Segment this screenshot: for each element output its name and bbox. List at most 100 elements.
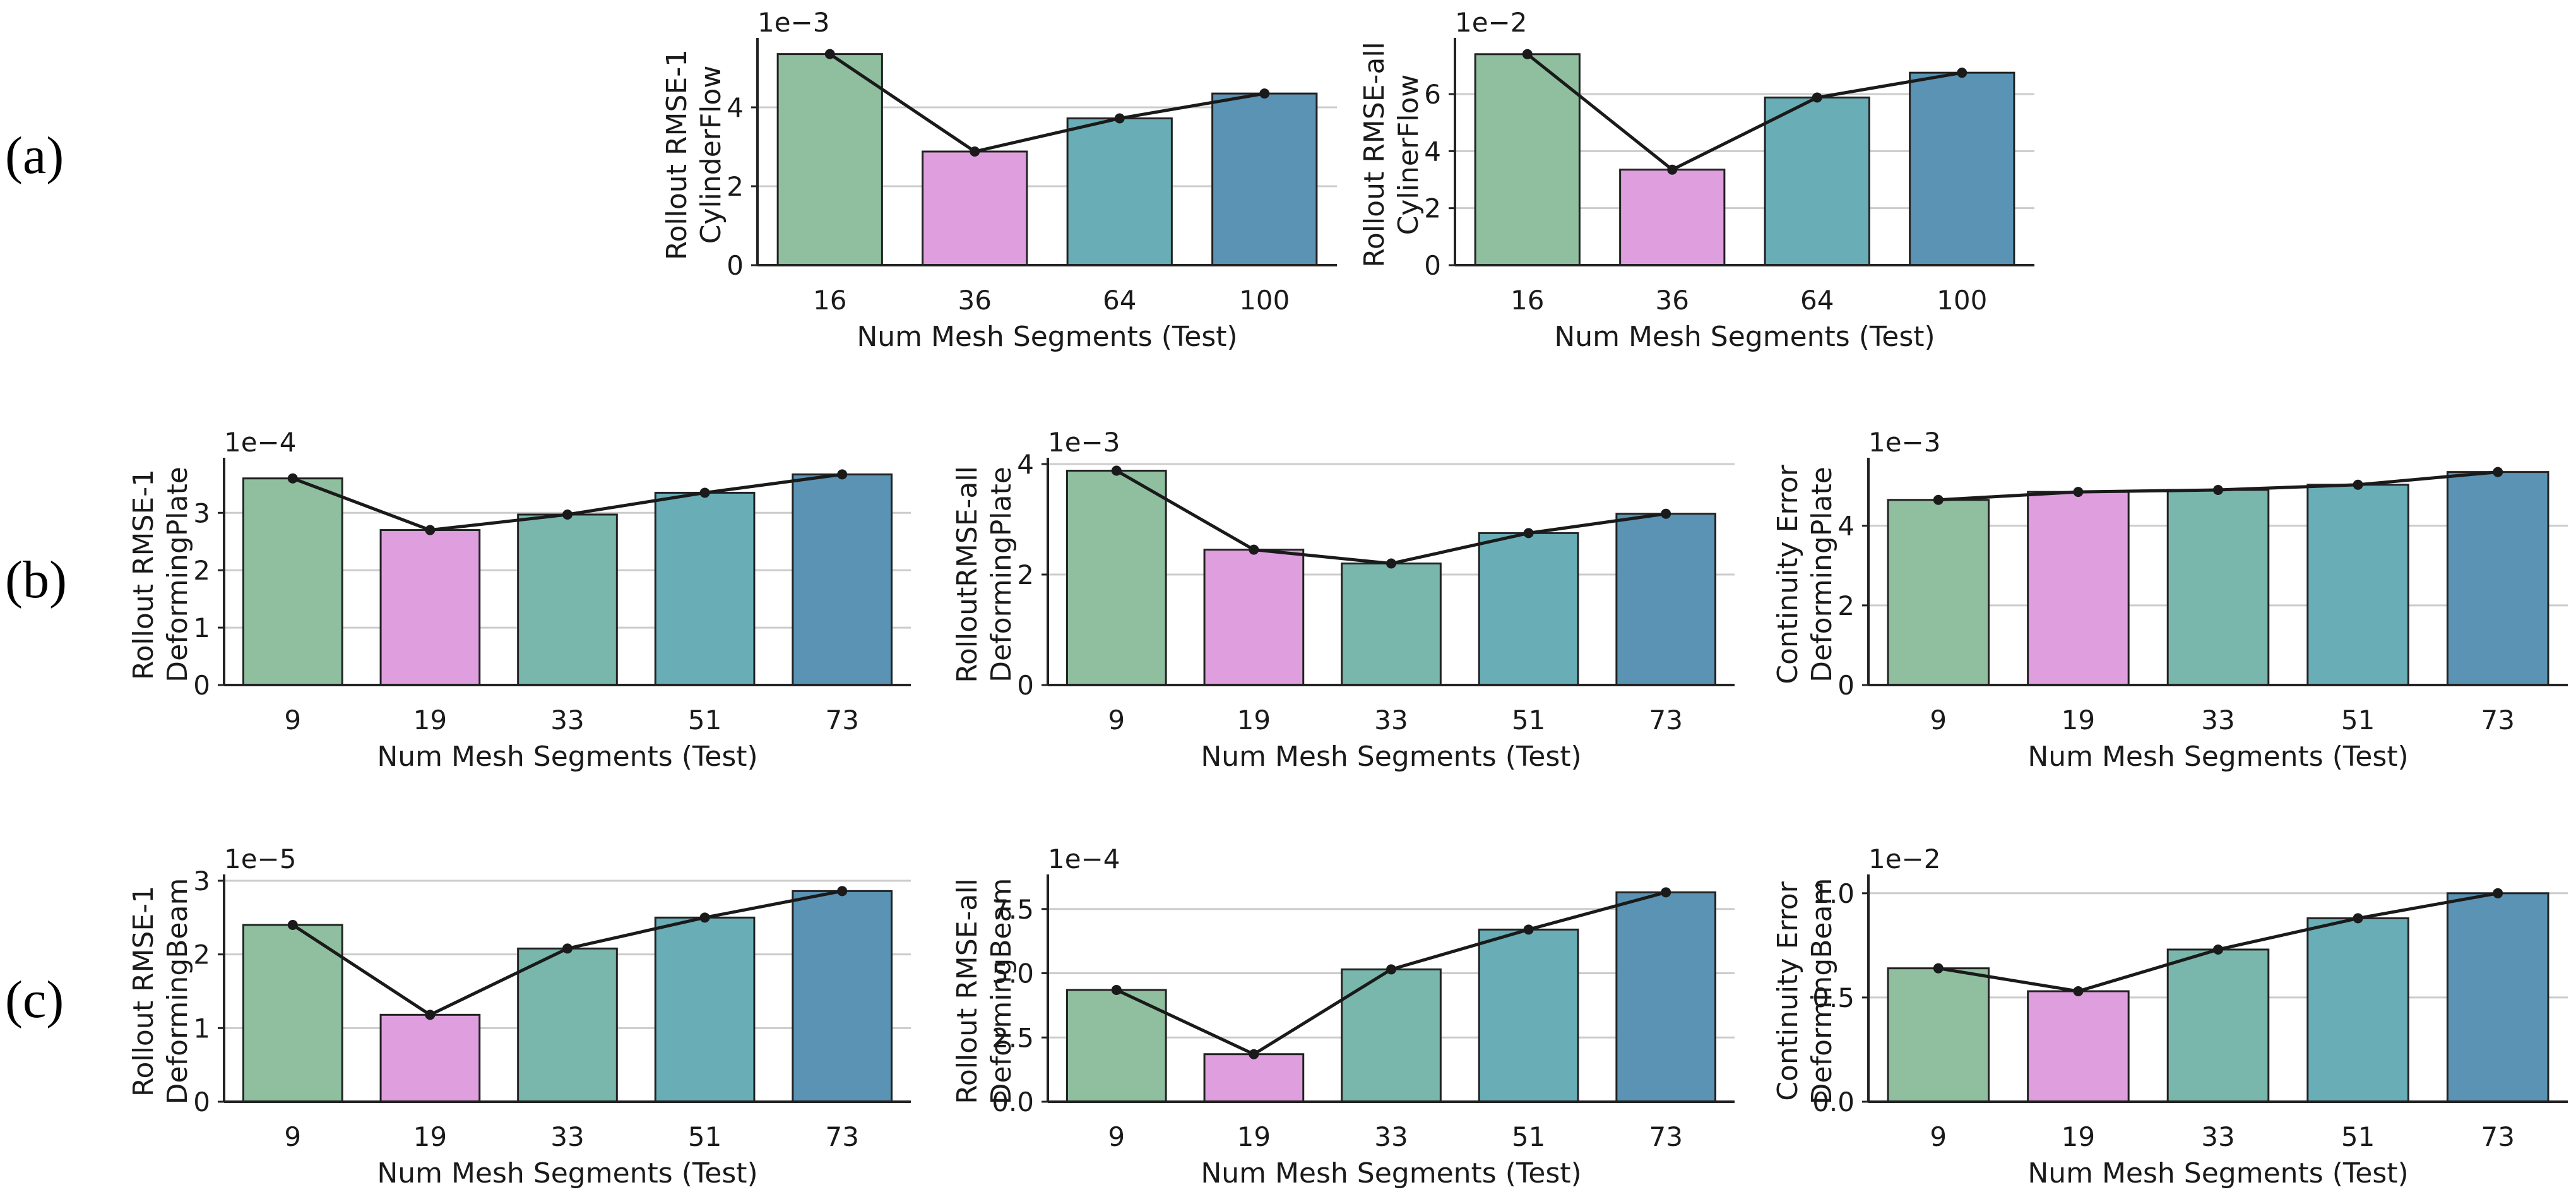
trend-point-36 xyxy=(970,146,980,157)
trend-point-9 xyxy=(1933,494,1944,505)
row-label-b: (b) xyxy=(5,551,67,609)
x-axis-label: Num Mesh Segments (Test) xyxy=(2027,1157,2408,1189)
y-axis-label-line: Rollout RMSE-all xyxy=(951,878,983,1104)
bar-51 xyxy=(654,916,756,1103)
y-tick-label: 0 xyxy=(1017,670,1034,701)
x-tick-label: 73 xyxy=(2481,705,2514,736)
trend-point-9 xyxy=(287,473,298,484)
bar-9 xyxy=(1887,967,1990,1103)
y-axis-label: Rollout RMSE-1 CylinderFlow xyxy=(661,49,727,260)
x-tick-label: 16 xyxy=(813,285,846,316)
y-axis-label-line: CylinderFlow xyxy=(695,66,727,244)
x-tick-label: 64 xyxy=(1800,285,1834,316)
trend-point-51 xyxy=(699,912,710,923)
trend-line xyxy=(1115,469,1666,566)
x-tick-label: 9 xyxy=(284,1121,301,1152)
y-tick-label: 0.0 xyxy=(1812,1087,1855,1118)
trend-point-9 xyxy=(1111,465,1122,476)
x-axis-label: Num Mesh Segments (Test) xyxy=(857,321,1237,353)
trend-point-19 xyxy=(425,525,436,535)
trend-point-33 xyxy=(2213,484,2223,495)
x-tick-label: 9 xyxy=(1930,705,1947,736)
x-tick-label: 73 xyxy=(825,705,858,736)
y-tick-label: 5.0 xyxy=(992,958,1034,989)
row-label-c: (c) xyxy=(5,970,64,1029)
trend-point-36 xyxy=(1667,164,1678,175)
y-tick-label: 7.5 xyxy=(992,894,1034,925)
scale-multiplier: 1e−3 xyxy=(1868,427,1940,458)
x-axis-label: Num Mesh Segments (Test) xyxy=(2027,741,2408,773)
bar-73 xyxy=(792,890,893,1103)
bar-51 xyxy=(1478,928,1579,1103)
bar-33 xyxy=(517,947,618,1103)
y-axis-label: Rollout RMSE-1 DeformingBeam xyxy=(128,878,194,1105)
trend-point-33 xyxy=(562,510,573,520)
bar-33 xyxy=(2166,489,2270,686)
trend-point-19 xyxy=(1249,544,1259,555)
trend-point-33 xyxy=(562,943,573,954)
bar-73 xyxy=(1615,891,1717,1103)
y-axis-label: RolloutRMSE-all DeformingPlate xyxy=(951,466,1018,683)
y-axis-label-line: DeformingBeam xyxy=(1806,878,1838,1105)
trend-point-73 xyxy=(2493,888,2503,898)
trend-point-64 xyxy=(1812,92,1822,103)
y-axis-label-line: Rollout RMSE-1 xyxy=(128,886,160,1097)
y-tick-label: 0 xyxy=(727,250,744,281)
y-tick-label: 0 xyxy=(1424,250,1441,281)
x-tick-label: 16 xyxy=(1511,285,1544,316)
x-axis-label: Num Mesh Segments (Test) xyxy=(377,1157,757,1189)
x-tick-label: 33 xyxy=(2201,705,2235,736)
x-tick-label: 100 xyxy=(1239,285,1290,316)
trend-point-9 xyxy=(287,920,298,930)
bar-36 xyxy=(922,150,1028,266)
bar-51 xyxy=(2306,484,2409,686)
x-tick-label: 36 xyxy=(1656,285,1689,316)
y-axis-label: Rollout RMSE-1 DeformingPlate xyxy=(128,467,194,682)
bar-9 xyxy=(242,924,343,1103)
trend-point-100 xyxy=(1957,68,1968,78)
y-tick-label: 1.0 xyxy=(1812,878,1855,909)
y-tick-label: 1 xyxy=(193,1013,210,1044)
trend-line xyxy=(829,52,1265,153)
trend-point-19 xyxy=(425,1010,436,1020)
scale-multiplier: 1e−3 xyxy=(1048,427,1120,458)
trend-point-73 xyxy=(2493,467,2503,477)
x-tick-label: 73 xyxy=(1649,1121,1682,1152)
x-tick-label: 36 xyxy=(958,285,992,316)
trend-point-51 xyxy=(1523,924,1534,935)
y-tick-label: 0 xyxy=(193,670,210,701)
y-axis-label-line: Rollout RMSE-1 xyxy=(128,469,160,680)
trend-point-73 xyxy=(837,469,848,480)
y-tick-label: 2 xyxy=(1837,590,1855,621)
trend-point-19 xyxy=(2073,986,2084,996)
x-tick-label: 51 xyxy=(688,1121,721,1152)
bar-100 xyxy=(1909,71,2015,266)
trend-point-51 xyxy=(2353,479,2363,490)
y-axis-label-line: DeformingBeam xyxy=(162,878,194,1105)
chart-b3-deformingplate-continuity: 0 2 4 9 19 33 51 73 Num Mesh Segments (Test) 1e−3… xyxy=(1772,427,2568,773)
y-tick-label: 2.5 xyxy=(992,1022,1034,1053)
trend-point-33 xyxy=(1386,964,1396,975)
x-tick-label: 33 xyxy=(1374,1121,1408,1152)
y-tick-label: 1 xyxy=(193,612,210,643)
y-axis-label-line: DeformingBeam xyxy=(985,878,1018,1105)
y-tick-label: 2 xyxy=(1424,193,1441,224)
x-tick-label: 100 xyxy=(1937,285,1987,316)
scale-multiplier: 1e−2 xyxy=(1868,843,1940,874)
trend-point-9 xyxy=(1933,963,1944,974)
x-tick-label: 51 xyxy=(2341,705,2375,736)
y-tick-label: 3 xyxy=(193,866,210,897)
x-axis-label: Num Mesh Segments (Test) xyxy=(1201,1157,1581,1189)
chart-b2-deformingplate-rmseall: 0 2 4 9 19 33 51 73 Num Mesh Segments (Test) 1e−3… xyxy=(951,427,1735,773)
trend-point-51 xyxy=(2353,913,2363,924)
bar-73 xyxy=(792,473,893,686)
bar-36 xyxy=(1619,169,1726,266)
y-axis-label: Rollout RMSE-all DeformingBeam xyxy=(951,878,1018,1105)
bar-9 xyxy=(1065,470,1167,686)
bar-19 xyxy=(379,1013,481,1103)
y-tick-label: 4 xyxy=(1017,449,1034,480)
bar-19 xyxy=(1203,549,1305,686)
bar-9 xyxy=(242,477,343,686)
bar-73 xyxy=(1615,513,1717,686)
